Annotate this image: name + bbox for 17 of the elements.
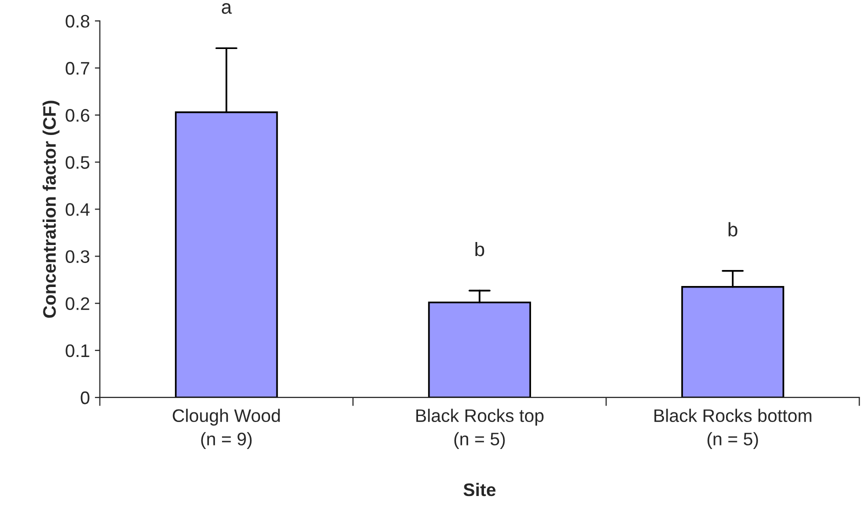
x-tick-label: Black Rocks top (n = 5) <box>416 408 544 449</box>
y-tick-label: 0 <box>80 391 90 404</box>
y-tick-label: 0.7 <box>66 62 90 75</box>
text: a <box>222 3 232 14</box>
y-tick-label: 0.8 <box>66 14 90 28</box>
x-tick-label: Black Rocks bottom (n = 5) <box>654 408 812 449</box>
y-tick-label: 0.1 <box>66 344 90 358</box>
y-tick-label: 0.2 <box>66 297 90 310</box>
x-axis-title: Site <box>464 482 496 496</box>
annotation: b <box>475 242 484 256</box>
y-axis-title: Concentration factor (CF) <box>42 100 60 318</box>
y-tick-label: 0.3 <box>66 250 90 263</box>
annotation: b <box>728 222 738 236</box>
y-tick-label: 0.6 <box>66 108 90 122</box>
y-tick-label: 0.5 <box>66 156 90 169</box>
y-tick-label: 0.4 <box>66 203 90 216</box>
x-tick-label: Clough Wood (n = 9) <box>172 408 280 449</box>
